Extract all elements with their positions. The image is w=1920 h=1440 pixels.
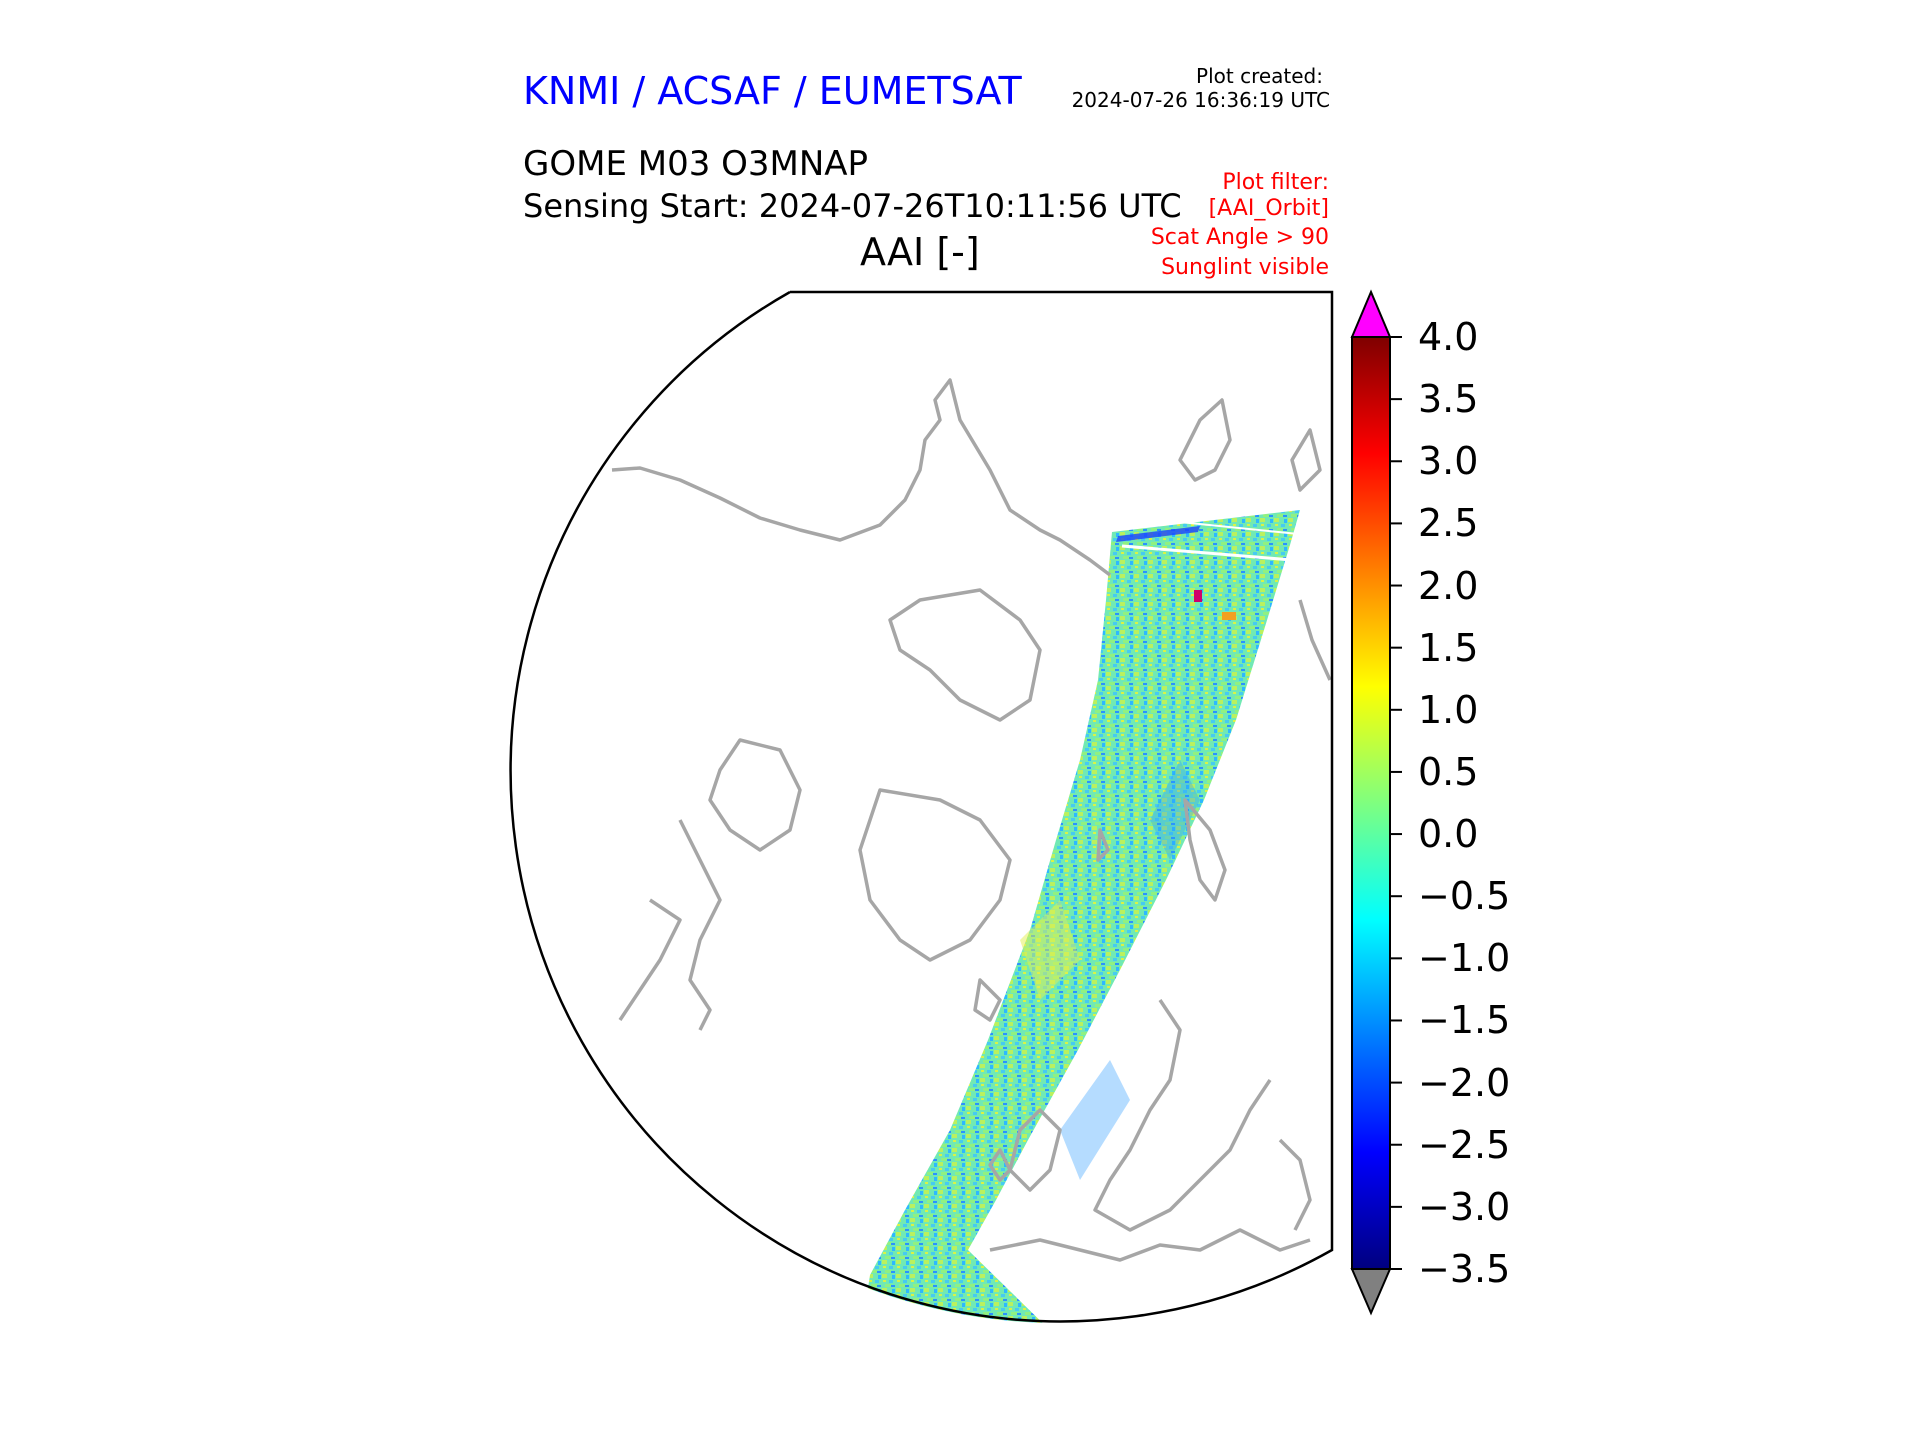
colorbar-tick-label: −3.5 xyxy=(1418,1247,1511,1291)
colorbar-tick-label: 4.0 xyxy=(1418,315,1479,359)
colorbar-ticks xyxy=(1390,336,1402,1270)
coastline-great-britain xyxy=(1008,1108,1062,1192)
coastline-novaya-zemlya xyxy=(1183,798,1227,902)
map-area xyxy=(611,378,1332,1324)
coastline-europe-south xyxy=(989,1228,1311,1262)
colorbar-tick-label: 3.5 xyxy=(1418,377,1479,422)
colorbar-tick-label: −1.5 xyxy=(1418,998,1511,1043)
colorbar-tick-label: 3.0 xyxy=(1418,439,1479,484)
plot-created-date: 2024-07-26 16:36:19 UTC xyxy=(1071,88,1330,112)
coastlines xyxy=(611,378,1332,1262)
colorbar-tick-label: 2.5 xyxy=(1418,501,1479,546)
colorbar-tick-label: −2.0 xyxy=(1418,1060,1511,1105)
filter-label: Plot filter: xyxy=(1222,170,1329,195)
colorbar-tick-label: −0.5 xyxy=(1418,874,1511,919)
colorbar-tick-label: −2.5 xyxy=(1418,1122,1511,1167)
coastline-island xyxy=(1178,398,1232,482)
colorbar-tick-label: −1.0 xyxy=(1418,936,1511,981)
coastline-iceland xyxy=(973,978,1002,1022)
filter-aai-orbit: [AAI_Orbit] xyxy=(1208,196,1329,221)
coastline-siberia-east xyxy=(1298,599,1332,681)
coastline-svalbard xyxy=(1096,828,1110,862)
plot-header: KNMI / ACSAF / EUMETSAT Plot created: 20… xyxy=(0,0,1920,300)
coastline-greenland xyxy=(858,788,1012,962)
colorbar-under-triangle xyxy=(1350,1268,1392,1316)
colorbar xyxy=(1350,289,1402,1316)
colorbar-tick-label: 0.5 xyxy=(1418,749,1479,794)
coastline-island xyxy=(708,738,802,852)
colorbar-tick-label: 0.0 xyxy=(1418,812,1479,857)
filter-sunglint: Sunglint visible xyxy=(1161,255,1329,280)
map-frame xyxy=(509,290,1334,1323)
coastline-scandinavia xyxy=(1093,999,1272,1232)
agency-title: KNMI / ACSAF / EUMETSAT xyxy=(523,69,1022,113)
filter-scat-angle: Scat Angle > 90 xyxy=(1150,225,1329,250)
aai-hotspot-high xyxy=(1194,590,1202,602)
plot-created-label: Plot created: xyxy=(1196,64,1323,88)
colorbar-tick-label: 2.0 xyxy=(1418,563,1479,608)
colorbar-over-triangle xyxy=(1350,289,1392,338)
colorbar-tick-label: 1.0 xyxy=(1418,687,1479,732)
colorbar-gradient-bar xyxy=(1351,336,1391,1270)
product-title: GOME M03 O3MNAP xyxy=(523,144,869,184)
aai-swath xyxy=(860,510,1300,1324)
coastline-hudson-bay xyxy=(618,898,682,1021)
sensing-start: Sensing Start: 2024-07-26T10:11:56 UTC xyxy=(523,187,1182,225)
aai-hotspot-moderate xyxy=(1222,612,1236,620)
coastline-baltic xyxy=(1278,1138,1312,1231)
colorbar-tick-label: 1.5 xyxy=(1418,625,1479,670)
coastline-island xyxy=(1290,428,1322,492)
coastline-arctic-islands xyxy=(888,588,1042,722)
coastline-ireland xyxy=(988,1148,1012,1182)
colorbar-tick-label: −3.0 xyxy=(1418,1184,1511,1229)
coastline-alaska-siberia xyxy=(611,378,1112,577)
variable-title: AAI [-] xyxy=(860,230,980,274)
coastline-canada xyxy=(678,819,722,1031)
